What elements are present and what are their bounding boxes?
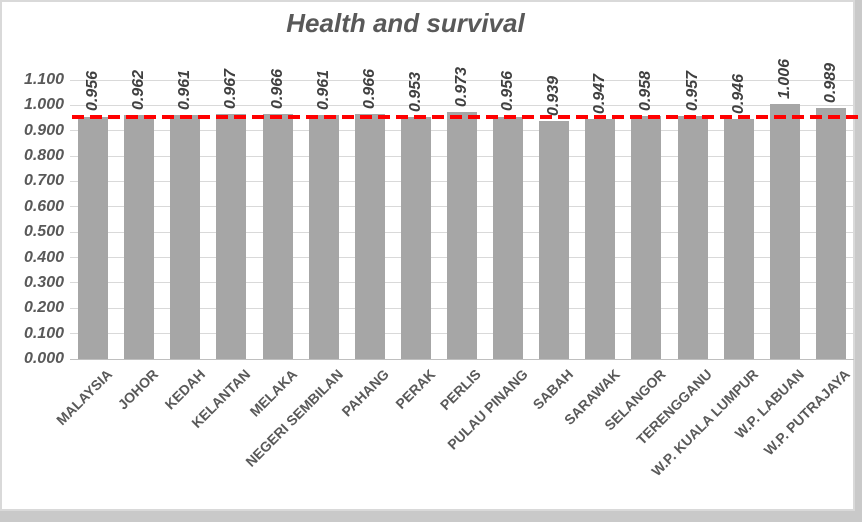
x-axis-label: PULAU PINANG (443, 366, 531, 453)
bar-perak (400, 117, 431, 359)
y-axis-tick-label: 0.400 (23, 248, 64, 266)
bar-johor (124, 115, 155, 359)
bar-pulau-pinang (493, 116, 524, 359)
bar-w-p-labuan (769, 103, 800, 359)
bar-negeri-sembilan (308, 115, 339, 359)
bar-melaka (262, 113, 293, 359)
y-axis-tick-label: 0.600 (23, 197, 64, 215)
gridline (70, 79, 854, 81)
bar-value-label: 0.958 (637, 70, 655, 112)
y-axis-tick-label: 0.900 (23, 121, 64, 139)
chart-title: Health and survival (2, 8, 853, 39)
y-axis-tick-label: 0.300 (23, 273, 64, 291)
bar-sabah (539, 120, 570, 359)
y-axis-tick-label: 1.000 (23, 96, 64, 114)
bar-value-label: 0.961 (176, 70, 194, 111)
x-axis-label: PERLIS (437, 366, 485, 414)
x-axis-line (70, 358, 854, 360)
bar-value-label: 0.973 (453, 67, 470, 108)
bar-value-label: 0.947 (591, 73, 609, 114)
y-axis-tick-label: 0.800 (23, 147, 64, 165)
bar-value-label: 0.956 (499, 71, 517, 112)
gridline (70, 104, 854, 106)
bar-kelantan (216, 113, 247, 359)
x-axis-label: SABAH (530, 366, 577, 413)
bar-value-label: 0.956 (84, 71, 102, 112)
bar-pahang (354, 113, 385, 359)
x-axis-label: MALAYSIA (53, 366, 116, 429)
bar-value-label: 0.967 (222, 68, 240, 109)
y-axis-tick-label: 0.100 (23, 324, 64, 342)
bar-value-label: 1.006 (775, 58, 793, 99)
bar-value-label: 0.961 (314, 70, 332, 111)
y-axis-tick-label: 0.000 (23, 350, 64, 367)
bar-malaysia (78, 116, 109, 359)
bar-selangor (631, 116, 662, 359)
bar-w-p-putrajaya (815, 108, 846, 359)
reference-line (72, 114, 858, 119)
y-axis-tick-label: 0.500 (23, 223, 64, 241)
bar-w-p-kuala-lumpur (723, 119, 754, 359)
bar-value-label: 0.946 (729, 74, 747, 115)
x-axis-label: W.P. PUTRAJAYA (760, 366, 854, 459)
bar-value-label: 0.966 (360, 68, 378, 109)
bar-value-label: 0.953 (406, 72, 424, 113)
bar-value-label: 0.966 (268, 68, 286, 109)
bar-terengganu (677, 116, 708, 359)
y-axis-tick-label: 0.200 (23, 299, 64, 317)
x-axis-label: PAHANG (338, 366, 393, 420)
x-axis-label: PERAK (392, 366, 439, 412)
bar-value-label: 0.962 (130, 69, 148, 111)
bar-perlis (447, 112, 477, 359)
chart-title-text: Health and survival (286, 8, 525, 38)
y-axis-tick-label: 1.100 (23, 71, 64, 88)
x-axis-label: JOHOR (114, 366, 162, 413)
bar-sarawak (585, 118, 616, 359)
bar-value-label: 0.989 (821, 63, 839, 104)
chart-panel: Health and survival 0.000 0.100 0.200 0.300… (0, 0, 858, 511)
bar-value-label: 0.957 (683, 71, 701, 112)
bar-value-label: 0.939 (545, 75, 563, 116)
y-axis-tick-label: 0.700 (23, 172, 64, 190)
bar-kedah (170, 115, 201, 359)
